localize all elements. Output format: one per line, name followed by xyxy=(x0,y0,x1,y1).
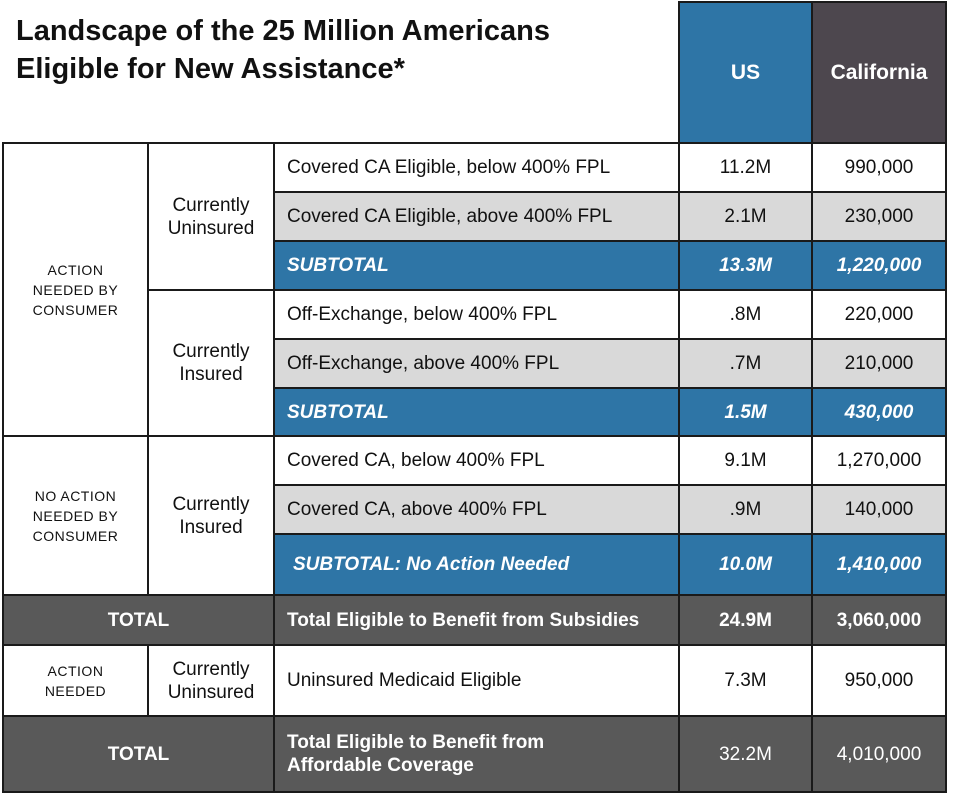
row-label-text: SUBTOTAL xyxy=(287,401,389,423)
california-value-text: 430,000 xyxy=(844,401,914,423)
total-label: TOTAL xyxy=(2,594,275,646)
us-value-text: 2.1M xyxy=(724,206,767,227)
status-label: Currently Insured xyxy=(147,435,275,596)
california-value-text: 1,220,000 xyxy=(836,255,922,276)
us-value: 10.0M xyxy=(678,533,813,596)
us-value-text: 10.0M xyxy=(719,554,772,575)
row-label-text: SUBTOTAL xyxy=(287,255,389,276)
row-label-text: Covered CA Eligible, above 400% FPL xyxy=(287,206,613,227)
us-value-text: .8M xyxy=(729,304,762,325)
california-value-text: 4,010,000 xyxy=(836,743,922,765)
us-value: 2.1M xyxy=(678,191,813,242)
us-value: 1.5M xyxy=(678,387,813,437)
us-value-text: 1.5M xyxy=(724,401,767,423)
row-label: Covered CA, below 400% FPL xyxy=(273,435,680,486)
row-label: Covered CA Eligible, below 400% FPL xyxy=(273,142,680,193)
california-value: 4,010,000 xyxy=(811,715,947,793)
row-label: Covered CA Eligible, above 400% FPL xyxy=(273,191,680,242)
column-header: US xyxy=(678,1,813,144)
column-header-text: California xyxy=(830,61,928,84)
us-value: 9.1M xyxy=(678,435,813,486)
california-value: 3,060,000 xyxy=(811,594,947,646)
us-value: .7M xyxy=(678,338,813,389)
status-label: Currently Uninsured xyxy=(147,142,275,291)
california-value-text: 1,410,000 xyxy=(836,554,922,575)
row-label-text: Uninsured Medicaid Eligible xyxy=(287,670,522,691)
us-value-text: .7M xyxy=(729,353,762,374)
status-label: Currently Uninsured xyxy=(147,644,275,717)
status-label-text: Currently Insured xyxy=(172,493,250,538)
us-value-text: 9.1M xyxy=(724,450,767,471)
us-value-text: 32.2M xyxy=(719,743,772,765)
california-value: 990,000 xyxy=(811,142,947,193)
row-label: SUBTOTAL: No Action Needed xyxy=(273,533,680,596)
action-label-text: ACTION NEEDED xyxy=(44,662,107,699)
row-label: Covered CA, above 400% FPL xyxy=(273,484,680,535)
california-value: 950,000 xyxy=(811,644,947,717)
total-label-text: TOTAL xyxy=(107,743,170,765)
row-label: Total Eligible to Benefit from Subsidies xyxy=(273,594,680,646)
california-value: 1,410,000 xyxy=(811,533,947,596)
california-value: 140,000 xyxy=(811,484,947,535)
us-value-text: 7.3M xyxy=(724,670,767,691)
us-value-text: 13.3M xyxy=(719,255,772,276)
california-value-text: 1,270,000 xyxy=(836,450,922,471)
row-label-text: Total Eligible to Benefit from Subsidies xyxy=(287,609,640,631)
us-value: 24.9M xyxy=(678,594,813,646)
california-value-text: 230,000 xyxy=(844,206,914,227)
title: Landscape of the 25 Million Americans El… xyxy=(16,15,550,85)
row-label: Total Eligible to Benefit from Affordabl… xyxy=(273,715,680,793)
us-value: 7.3M xyxy=(678,644,813,717)
total-label-text: TOTAL xyxy=(107,609,170,631)
row-label: Uninsured Medicaid Eligible xyxy=(273,644,680,717)
california-value-text: 3,060,000 xyxy=(836,609,922,631)
california-value: 1,270,000 xyxy=(811,435,947,486)
column-header: California xyxy=(811,1,947,144)
status-label-text: Currently Uninsured xyxy=(167,194,255,239)
action-label: ACTION NEEDED BY CONSUMER xyxy=(2,142,149,437)
california-value: 430,000 xyxy=(811,387,947,437)
california-value-text: 220,000 xyxy=(844,304,914,325)
row-label-text: Covered CA, above 400% FPL xyxy=(287,499,547,520)
us-value-text: 24.9M xyxy=(719,609,772,631)
row-label-text: SUBTOTAL: No Action Needed xyxy=(293,554,570,575)
row-label: Off-Exchange, below 400% FPL xyxy=(273,289,680,340)
column-header-text: US xyxy=(730,61,761,84)
us-value-text: 11.2M xyxy=(719,157,772,178)
status-label-text: Currently Uninsured xyxy=(167,658,255,703)
california-value-text: 210,000 xyxy=(844,353,914,374)
us-value-text: .9M xyxy=(729,499,762,520)
california-value-text: 990,000 xyxy=(844,157,914,178)
status-label: Currently Insured xyxy=(147,289,275,437)
us-value: .8M xyxy=(678,289,813,340)
row-label-text: Covered CA Eligible, below 400% FPL xyxy=(287,157,611,178)
action-label: NO ACTION NEEDED BY CONSUMER xyxy=(2,435,149,596)
row-label: SUBTOTAL xyxy=(273,240,680,291)
california-value: 230,000 xyxy=(811,191,947,242)
row-label-text: Total Eligible to Benefit from Affordabl… xyxy=(287,732,545,776)
total-label: TOTAL xyxy=(2,715,275,793)
us-value: 11.2M xyxy=(678,142,813,193)
california-value-text: 950,000 xyxy=(844,670,914,691)
row-label: Off-Exchange, above 400% FPL xyxy=(273,338,680,389)
row-label-text: Covered CA, below 400% FPL xyxy=(287,450,545,471)
row-label-text: Off-Exchange, below 400% FPL xyxy=(287,304,558,325)
us-value: .9M xyxy=(678,484,813,535)
row-label: SUBTOTAL xyxy=(273,387,680,437)
us-value: 13.3M xyxy=(678,240,813,291)
california-value: 210,000 xyxy=(811,338,947,389)
row-label-text: Off-Exchange, above 400% FPL xyxy=(287,353,560,374)
action-label-text: ACTION NEEDED BY CONSUMER xyxy=(32,261,119,318)
california-value: 220,000 xyxy=(811,289,947,340)
california-value-text: 140,000 xyxy=(844,499,914,520)
status-label-text: Currently Insured xyxy=(172,341,250,385)
action-label-text: NO ACTION NEEDED BY CONSUMER xyxy=(32,487,119,544)
action-label: ACTION NEEDED xyxy=(2,644,149,717)
california-value: 1,220,000 xyxy=(811,240,947,291)
us-value: 32.2M xyxy=(678,715,813,793)
